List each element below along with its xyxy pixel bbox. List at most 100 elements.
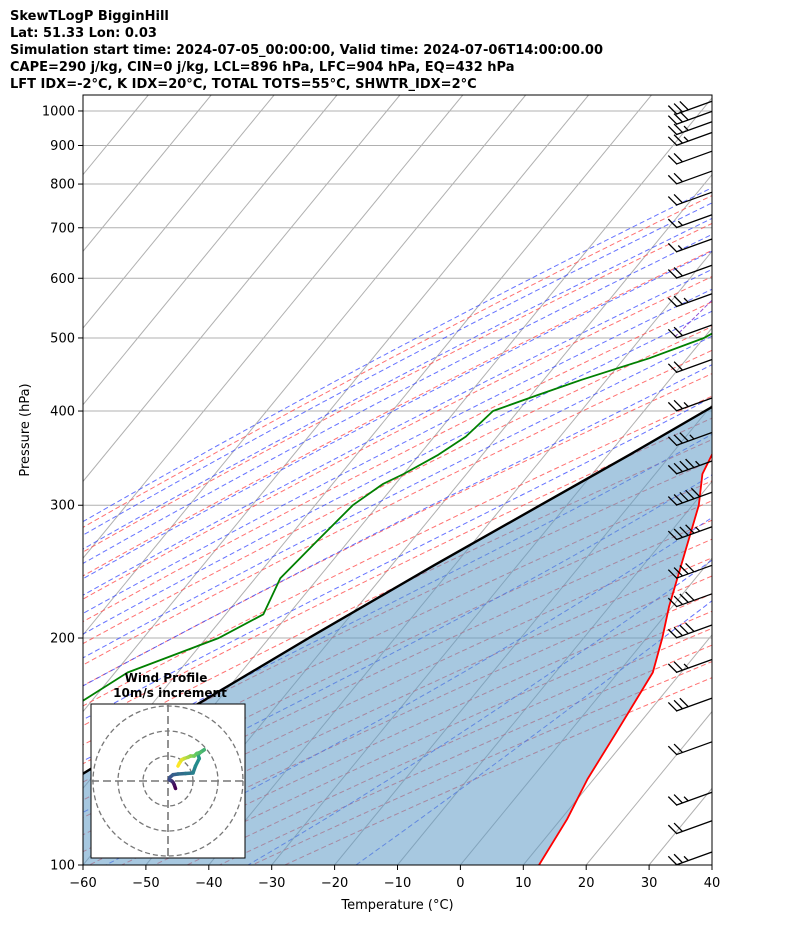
- wind-barb-flag: [667, 496, 678, 506]
- wind-barb-flag: [677, 245, 683, 251]
- wind-barb-flag: [679, 565, 689, 575]
- wind-barb-flag: [667, 363, 678, 373]
- wind-barbs: [667, 100, 713, 866]
- wind-barb: [667, 431, 713, 447]
- wind-barb-flag: [673, 626, 683, 637]
- wind-barb: [667, 741, 713, 756]
- mixing-ratio-line: [735, 95, 794, 338]
- temperature-line: [538, 453, 712, 865]
- dry-adiabat: [83, 301, 712, 623]
- wind-barb-flag: [689, 434, 695, 440]
- wind-barb-flag: [667, 464, 678, 475]
- wind-barb-flag: [679, 491, 689, 502]
- wind-barb: [667, 121, 713, 136]
- moist-adiabat: [83, 187, 712, 523]
- wind-barb-flag: [673, 595, 683, 605]
- isotherm-line: [83, 95, 338, 406]
- y-tick-label: 300: [50, 499, 75, 514]
- hodograph-subtitle: 10m/s increment: [113, 686, 227, 700]
- wind-barb-flag: [683, 125, 689, 131]
- wind-barb-flag: [683, 663, 689, 669]
- wind-barb-flag: [673, 326, 683, 337]
- wind-barb: [667, 524, 713, 541]
- station-location: Lat: 51.33 Lon: 0.03: [10, 26, 157, 41]
- wind-barb-flag: [677, 220, 683, 226]
- wind-barb-flag: [673, 528, 683, 538]
- wind-barb: [667, 191, 713, 206]
- y-tick-label: 1000: [42, 104, 75, 119]
- wind-barb: [667, 150, 713, 165]
- y-tick-label: 400: [50, 405, 75, 420]
- x-tick-label: −30: [258, 876, 285, 891]
- isotherm-line: [711, 864, 712, 865]
- wind-barb: [667, 170, 713, 185]
- wind-barb-flag: [673, 434, 683, 444]
- wind-barb-flag: [673, 361, 683, 371]
- wind-barb-flag: [690, 487, 701, 498]
- moist-adiabat: [83, 233, 712, 565]
- wind-barb-flag: [679, 460, 689, 471]
- y-axis-label: Pressure (hPa): [18, 383, 33, 476]
- wind-barb-flag: [667, 401, 678, 412]
- wind-barb: [667, 851, 713, 866]
- wind-barb-flag: [679, 526, 689, 536]
- dry-adiabat: [83, 349, 712, 666]
- wind-barb-flag: [683, 297, 689, 303]
- wind-barb-flag: [667, 796, 678, 806]
- wind-barb: [667, 697, 713, 712]
- wind-barb-flag: [667, 824, 678, 834]
- wind-barb: [667, 110, 713, 125]
- wind-barb-flag: [667, 196, 678, 206]
- wind-barb-flag: [685, 489, 695, 500]
- moist-adiabat: [83, 288, 712, 615]
- wind-barb-flag: [673, 113, 683, 123]
- stability-indices-2: LFT IDX=-2°C, K IDX=20°C, TOTAL TOTS=55°…: [10, 77, 477, 92]
- x-axis-label: Temperature (°C): [340, 898, 453, 913]
- wind-barb-flag: [667, 242, 678, 253]
- hodograph-plot: [91, 704, 245, 858]
- wind-barb-flag: [667, 701, 678, 712]
- isotherm-line: [83, 95, 212, 253]
- wind-barb-flag: [667, 745, 678, 756]
- wind-barb-shaft: [675, 791, 713, 806]
- chart-header: SkewTLogP BigginHill Lat: 51.33 Lon: 0.0…: [10, 8, 603, 93]
- wind-barb-flag: [667, 628, 678, 639]
- wind-barb-shaft: [675, 851, 713, 866]
- moist-adiabat: [83, 250, 712, 580]
- isotherm-line: [522, 634, 712, 865]
- mixing-ratio-line: [785, 95, 794, 338]
- wind-barb-flag: [673, 661, 683, 671]
- dry-adiabat: [83, 417, 712, 727]
- y-tick-label: 700: [50, 221, 75, 236]
- wind-barb: [667, 658, 713, 674]
- isotherm-line: [585, 710, 712, 865]
- x-tick-label: 40: [704, 876, 721, 891]
- moist-adiabat: [83, 268, 712, 596]
- wind-barb: [667, 358, 713, 374]
- dry-adiabat: [83, 195, 712, 528]
- wind-barb-flag: [679, 593, 689, 603]
- wind-barb-flag: [667, 663, 678, 673]
- wind-barb-flag: [683, 855, 689, 862]
- moist-adiabat: [83, 364, 712, 687]
- x-tick-label: −10: [384, 876, 411, 891]
- wind-barb: [667, 238, 713, 253]
- wind-barb-flag: [673, 822, 683, 832]
- wind-barb-flag: [673, 462, 683, 473]
- wind-barb-flag: [685, 622, 695, 632]
- wind-barb-flag: [673, 267, 683, 277]
- wind-barb-shaft: [675, 658, 713, 674]
- isotherm-line: [775, 95, 794, 865]
- wind-barb-flag: [683, 796, 689, 802]
- x-axis: −60 −50 −40 −30 −20 −10 0 10 20 30 40: [69, 865, 720, 891]
- wind-barb-flag: [667, 328, 678, 339]
- wind-barb-flag: [667, 115, 678, 125]
- wind-barb-flag: [667, 218, 678, 228]
- isotherm-line: [83, 95, 275, 329]
- simulation-times: Simulation start time: 2024-07-05_00:00:…: [10, 43, 603, 58]
- wind-barb-flag: [667, 125, 678, 135]
- wind-barb: [667, 397, 713, 412]
- wind-barb: [667, 264, 713, 279]
- x-tick-label: −20: [321, 876, 348, 891]
- wind-barb-flag: [667, 105, 678, 115]
